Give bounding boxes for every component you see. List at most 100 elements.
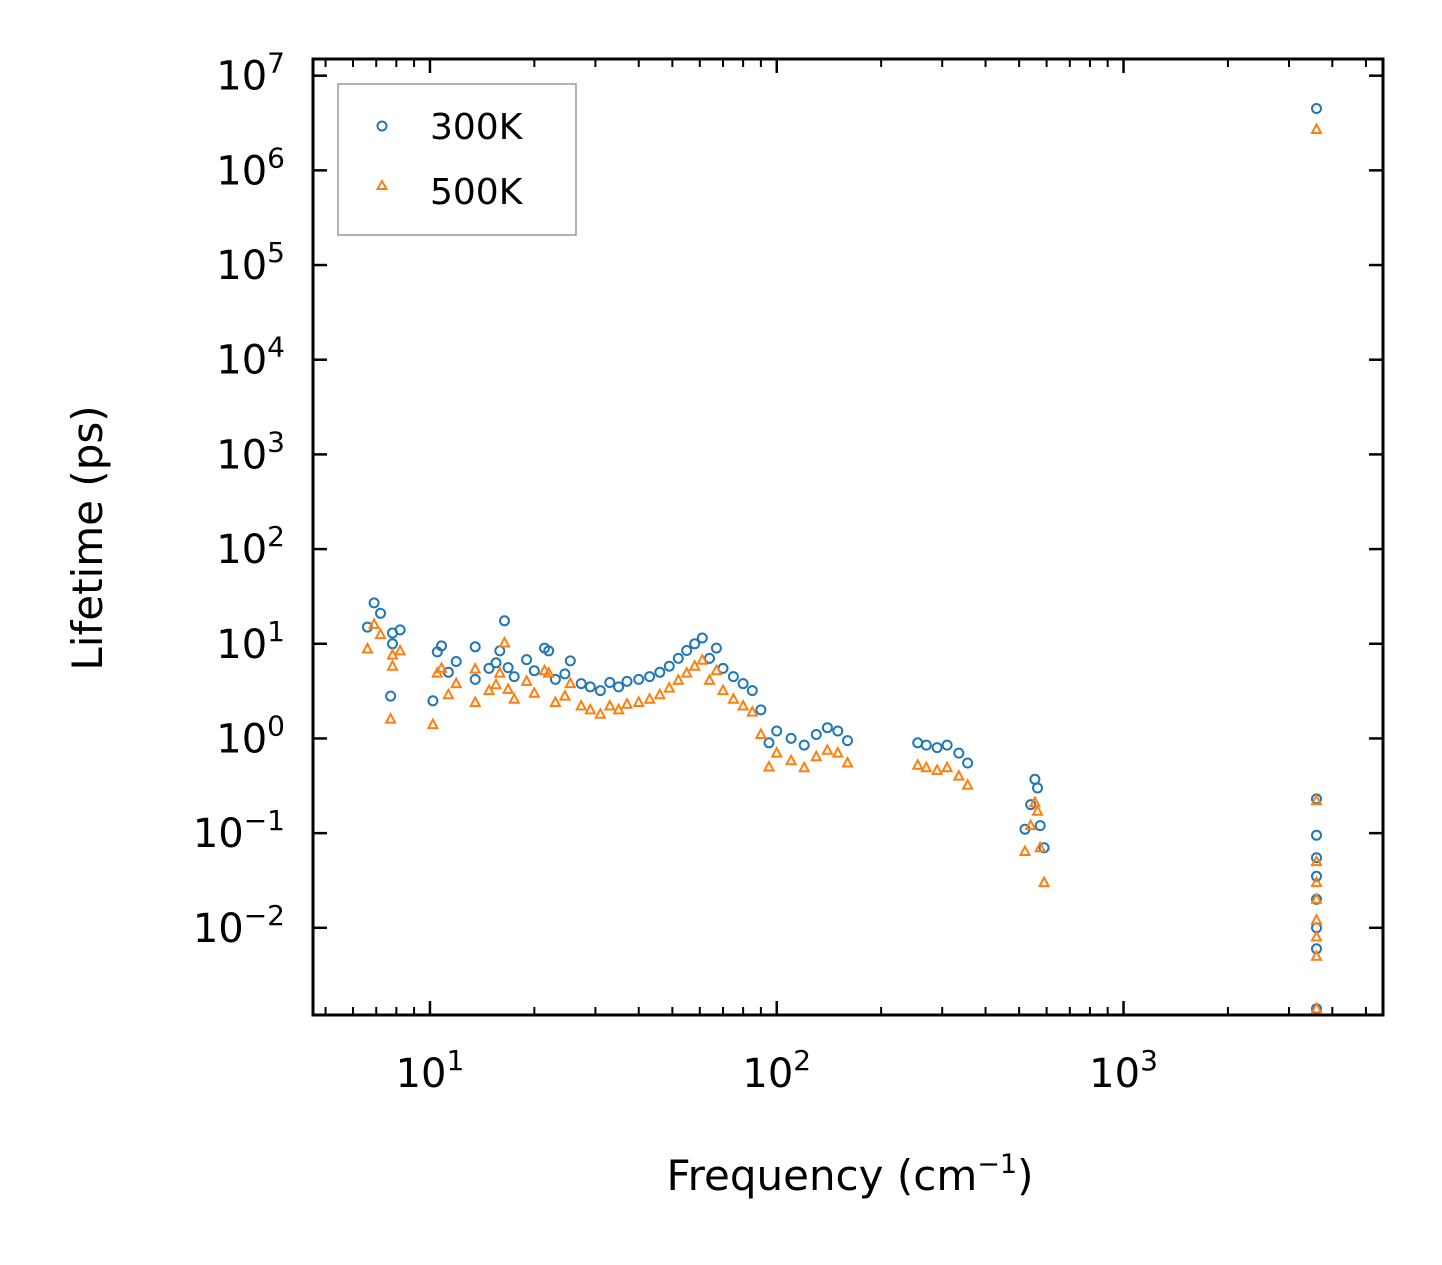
data-point-300k bbox=[575, 678, 587, 690]
data-point-300k bbox=[737, 678, 749, 690]
data-point-300k bbox=[469, 673, 481, 685]
data-point-500k bbox=[501, 682, 515, 694]
data-point-300k bbox=[785, 732, 797, 744]
data-point-300k bbox=[821, 722, 833, 734]
data-point-300k bbox=[508, 671, 520, 683]
y-tick-label-base: 10 bbox=[216, 338, 267, 384]
axis-ticks bbox=[313, 59, 1383, 1015]
data-point-500k bbox=[426, 717, 440, 730]
data-point-500k bbox=[1310, 913, 1323, 925]
data-point-500k bbox=[653, 687, 666, 700]
data-point-300k bbox=[755, 704, 767, 716]
x-axis-title: Frequency (cm−1) bbox=[667, 1149, 1034, 1200]
y-tick-label: 102 bbox=[216, 520, 285, 573]
data-point-500k bbox=[603, 698, 616, 711]
data-point-500k bbox=[672, 673, 685, 685]
data-point-300k bbox=[559, 668, 571, 680]
y-tick-label: 103 bbox=[216, 425, 285, 478]
data-point-500k bbox=[680, 665, 693, 678]
data-point-300k bbox=[1025, 799, 1037, 811]
y-tick-label-exponent: −1 bbox=[244, 804, 285, 837]
data-point-500k bbox=[663, 680, 676, 693]
data-point-500k bbox=[1037, 875, 1051, 888]
data-point-300k bbox=[1311, 870, 1322, 882]
data-point-500k bbox=[520, 674, 533, 686]
legend-marker-500k bbox=[375, 178, 389, 190]
y-tick-label-exponent: 7 bbox=[267, 47, 285, 80]
data-point-500k bbox=[498, 635, 511, 648]
series-500k bbox=[361, 122, 1323, 1014]
y-tick-label: 10−2 bbox=[193, 899, 285, 952]
data-point-300k bbox=[746, 685, 758, 697]
data-point-300k bbox=[689, 638, 701, 650]
data-point-300k bbox=[528, 665, 540, 677]
data-point-300k bbox=[696, 632, 708, 644]
y-tick-label-base: 10 bbox=[193, 906, 244, 952]
data-point-300k bbox=[798, 739, 810, 751]
data-point-300k bbox=[549, 673, 561, 685]
data-point-500k bbox=[1310, 929, 1323, 942]
data-point-300k bbox=[912, 737, 924, 749]
data-point-500k bbox=[940, 760, 954, 773]
data-point-300k bbox=[681, 645, 693, 656]
data-point-300k bbox=[644, 671, 656, 683]
data-point-500k bbox=[549, 695, 562, 707]
data-point-300k bbox=[450, 656, 462, 667]
data-point-300k bbox=[962, 757, 974, 769]
y-tick-label-exponent: 1 bbox=[267, 615, 285, 648]
data-point-500k bbox=[716, 683, 730, 696]
y-tick-label: 100 bbox=[216, 709, 285, 762]
data-point-500k bbox=[469, 695, 482, 707]
data-layer bbox=[361, 103, 1323, 1015]
y-tick-label-exponent: 4 bbox=[267, 331, 285, 364]
data-point-300k bbox=[920, 739, 932, 751]
data-point-500k bbox=[564, 676, 577, 689]
data-point-500k bbox=[528, 686, 541, 698]
data-point-300k bbox=[654, 666, 666, 678]
plot-frame bbox=[311, 57, 1385, 1017]
x-axis-title-superscript: −1 bbox=[977, 1149, 1017, 1180]
data-point-300k bbox=[368, 597, 380, 609]
data-point-300k bbox=[633, 673, 645, 685]
x-tick-label-exponent: 3 bbox=[1140, 1044, 1158, 1077]
x-tick-label: 102 bbox=[742, 1044, 811, 1097]
data-point-500k bbox=[810, 749, 823, 762]
data-point-500k bbox=[821, 743, 834, 755]
y-tick-label: 10−1 bbox=[193, 804, 285, 857]
data-point-300k bbox=[941, 739, 953, 751]
data-point-500k bbox=[746, 704, 759, 717]
data-point-300k bbox=[436, 640, 447, 652]
y-tick-label-base: 10 bbox=[216, 243, 267, 289]
data-point-300k bbox=[621, 675, 633, 687]
data-point-300k bbox=[1311, 829, 1322, 841]
data-point-500k bbox=[841, 755, 854, 768]
y-axis-title: Lifetime (ps) bbox=[63, 405, 112, 670]
x-tick-label-base: 10 bbox=[742, 1051, 793, 1097]
data-point-500k bbox=[442, 687, 455, 700]
data-point-300k bbox=[564, 655, 576, 667]
data-point-500k bbox=[920, 760, 933, 773]
data-point-300k bbox=[594, 685, 606, 697]
data-point-500k bbox=[1031, 804, 1044, 816]
legend: 300K 500K bbox=[337, 83, 577, 236]
data-point-300k bbox=[810, 729, 822, 740]
y-tick-label-exponent: 2 bbox=[267, 520, 285, 553]
data-point-300k bbox=[427, 695, 439, 707]
data-point-300k bbox=[1029, 773, 1041, 785]
data-point-300k bbox=[613, 681, 625, 693]
data-point-300k bbox=[842, 735, 853, 747]
y-tick-label-base: 10 bbox=[193, 811, 244, 857]
data-point-500k bbox=[1310, 122, 1323, 134]
data-point-300k bbox=[953, 747, 965, 759]
data-point-300k bbox=[727, 671, 739, 683]
x-tick-label: 101 bbox=[396, 1044, 465, 1097]
data-point-500k bbox=[961, 778, 974, 790]
y-tick-label-exponent: 5 bbox=[267, 236, 285, 269]
data-point-500k bbox=[688, 659, 701, 671]
y-tick-label-exponent: 6 bbox=[267, 141, 285, 174]
y-tick-label-exponent: 3 bbox=[267, 425, 285, 458]
data-point-300k bbox=[710, 642, 722, 654]
y-tick-label-exponent: 0 bbox=[267, 709, 285, 742]
y-tick-label-base: 10 bbox=[216, 622, 267, 668]
data-point-500k bbox=[770, 745, 783, 758]
